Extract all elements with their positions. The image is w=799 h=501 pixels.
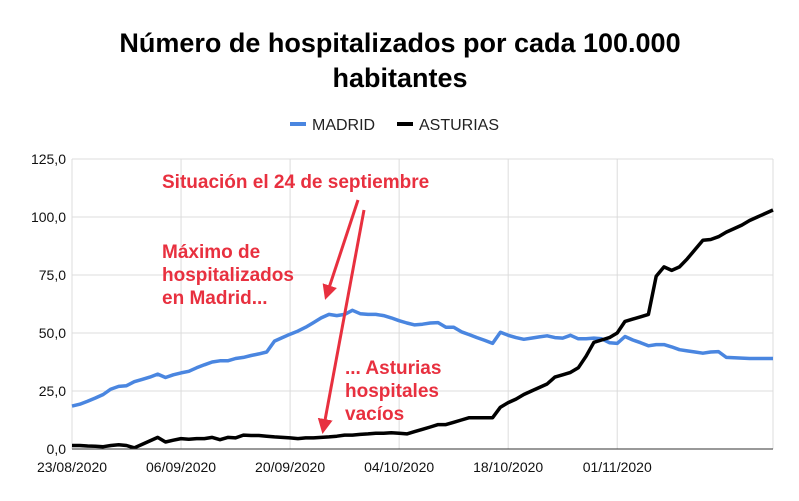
y-axis-tick-labels: 0,0 25,0 50,0 75,0 100,0 125,0: [31, 151, 66, 457]
x-tick-label: 04/10/2020: [364, 459, 434, 475]
annotation-asturias-line-1: ... Asturias: [345, 358, 441, 379]
x-tick-label: 06/09/2020: [146, 459, 216, 475]
annotation-maximo-line-2: hospitalizados: [162, 265, 294, 286]
y-tick-label: 75,0: [39, 267, 66, 283]
chart-title-line-1: Número de hospitalizados por cada 100.00…: [119, 28, 680, 58]
legend: MADRID ASTURIAS: [290, 117, 499, 134]
annotation-maximo-line-1: Máximo de: [162, 242, 260, 263]
annotation-arrow-madrid: [322, 199, 360, 300]
x-axis-tick-labels: 23/08/2020 06/09/2020 20/09/2020 04/10/2020…: [37, 459, 652, 475]
x-tick-label: 20/09/2020: [255, 459, 325, 475]
y-tick-label: 125,0: [31, 151, 66, 167]
y-tick-label: 100,0: [31, 209, 66, 225]
x-tick-label: 01/11/2020: [583, 459, 652, 475]
annotation-maximo-line-3: en Madrid...: [162, 288, 268, 309]
y-tick-label: 50,0: [39, 325, 66, 341]
annotations: Situación el 24 de septiembre Máximo de …: [162, 172, 441, 434]
annotation-arrow-asturias: [317, 209, 366, 434]
legend-label-madrid: MADRID: [312, 117, 375, 134]
annotation-asturias-line-3: vacíos: [345, 404, 404, 425]
grid: [71, 158, 774, 449]
series-line-madrid: [71, 308, 773, 408]
y-tick-label: 25,0: [39, 383, 66, 399]
annotation-asturias-line-2: hospitales: [345, 381, 439, 402]
legend-label-asturias: ASTURIAS: [419, 117, 499, 134]
series-line-asturias: [72, 208, 774, 450]
annotation-situacion: Situación el 24 de septiembre: [162, 172, 429, 193]
y-tick-label: 0,0: [47, 441, 67, 457]
chart-title-line-2: habitantes: [332, 63, 467, 93]
x-tick-label: 23/08/2020: [37, 459, 107, 475]
x-tick-label: 18/10/2020: [473, 459, 543, 475]
